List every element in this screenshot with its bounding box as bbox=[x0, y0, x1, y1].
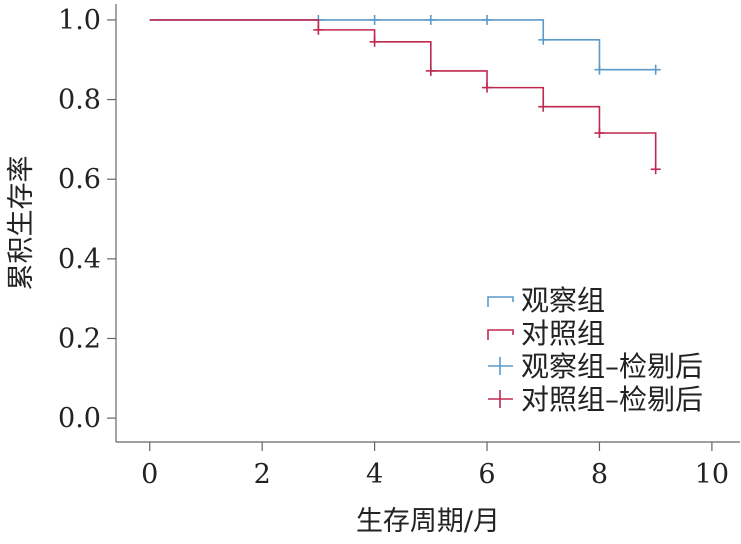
legend-item: 观察组 bbox=[487, 284, 605, 317]
censor-mark-observation bbox=[538, 34, 549, 45]
censor-mark-observation bbox=[594, 64, 605, 75]
y-axis-title: 累积生存率 bbox=[6, 156, 37, 291]
censor-mark-control bbox=[482, 82, 493, 93]
censor-mark-control bbox=[313, 24, 324, 35]
plot-area bbox=[149, 14, 661, 175]
censor-mark-control bbox=[425, 65, 436, 76]
legend-item: 观察组–检剔后 bbox=[488, 350, 703, 383]
survival-curve-observation bbox=[149, 19, 656, 71]
survival-curve-control bbox=[149, 19, 657, 170]
y-tick-label: 0.6 bbox=[58, 164, 101, 195]
y-tick-label: 0.0 bbox=[58, 403, 101, 434]
x-tick-label: 0 bbox=[141, 459, 158, 490]
x-ticks: 0 2 4 6 8 10 bbox=[141, 442, 729, 490]
y-tick-label: 0.4 bbox=[58, 244, 101, 275]
x-tick-label: 4 bbox=[366, 459, 383, 490]
legend-censor-symbol bbox=[488, 390, 513, 408]
x-tick-label: 2 bbox=[254, 459, 271, 490]
censor-mark-control bbox=[538, 101, 549, 112]
censor-mark-observation bbox=[650, 64, 661, 75]
censor-mark-control bbox=[594, 128, 605, 139]
y-tick-label: 0.8 bbox=[58, 85, 101, 116]
legend-label: 对照组 bbox=[521, 317, 605, 350]
legend-label: 观察组 bbox=[521, 284, 605, 317]
legend-item: 对照组–检剔后 bbox=[488, 383, 703, 416]
y-ticks: 0.0 0.2 0.4 0.6 0.8 1.0 bbox=[58, 5, 116, 434]
censor-mark-control bbox=[369, 36, 380, 47]
axes bbox=[115, 4, 740, 443]
legend-step-symbol bbox=[487, 329, 514, 340]
legend-label: 观察组–检剔后 bbox=[521, 350, 703, 383]
legend-censor-symbol bbox=[488, 357, 513, 375]
legend-step-symbol bbox=[487, 296, 514, 307]
legend-label: 对照组–检剔后 bbox=[521, 383, 703, 416]
censor-mark-observation bbox=[425, 14, 436, 25]
x-tick-label: 6 bbox=[478, 459, 495, 490]
censor-mark-observation bbox=[369, 14, 380, 25]
legend-item: 对照组 bbox=[487, 317, 605, 350]
y-tick-label: 1.0 bbox=[58, 5, 101, 36]
x-axis-title: 生存周期/月 bbox=[356, 506, 500, 537]
y-tick-label: 0.2 bbox=[58, 323, 101, 354]
x-tick-label: 8 bbox=[591, 459, 608, 490]
censor-mark-control bbox=[650, 164, 661, 175]
censor-mark-observation bbox=[482, 14, 493, 25]
x-tick-label: 10 bbox=[695, 459, 729, 490]
